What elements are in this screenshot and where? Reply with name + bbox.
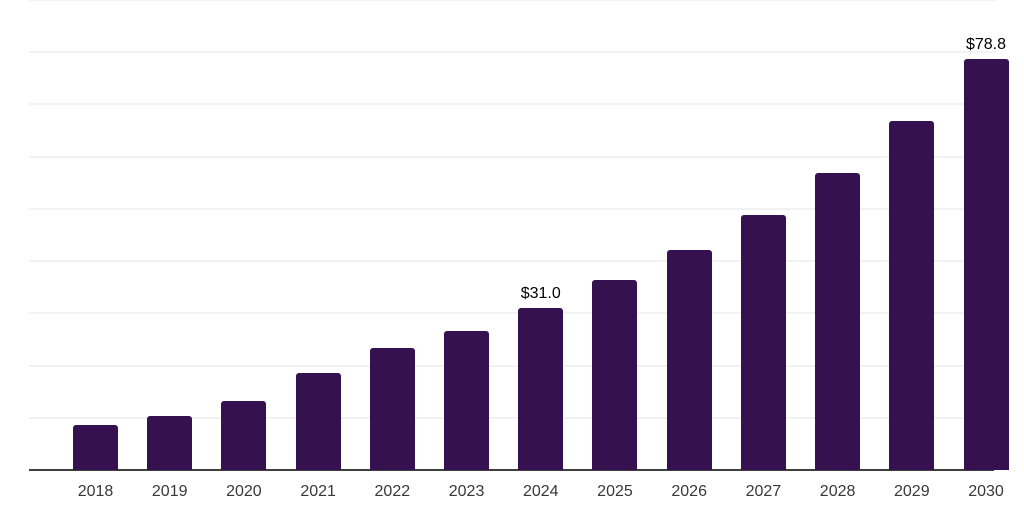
value-label-2030: $78.8 — [965, 35, 1007, 53]
x-tick-2020: 2020 — [226, 483, 262, 500]
gridline — [29, 260, 996, 263]
gridline — [29, 155, 996, 158]
x-tick-2021: 2021 — [300, 483, 336, 500]
bar-2027 — [740, 215, 786, 470]
bar-2024 — [518, 308, 564, 470]
x-tick-2022: 2022 — [374, 483, 411, 500]
bar-2022 — [369, 347, 415, 470]
x-tick-2028: 2028 — [819, 483, 856, 500]
bar-2019 — [147, 416, 193, 470]
x-tick-2027: 2027 — [745, 483, 782, 500]
x-axis-line — [29, 469, 994, 471]
bar-2029 — [889, 121, 935, 470]
value-label-2024: $31.0 — [520, 285, 561, 303]
bar-2026 — [666, 250, 712, 470]
gridline — [29, 0, 996, 1]
x-axis-tick-labels: 2018 2019 2020 2021 2022 2023 2024 2025 2026 2027… — [29, 482, 1004, 504]
x-tick-2024: 2024 — [522, 483, 559, 500]
gridline — [29, 416, 996, 419]
plot-area: $31.0 $78.8 — [29, 0, 1009, 471]
gridline — [29, 51, 996, 54]
x-tick-2018: 2018 — [77, 483, 114, 500]
x-tick-2019: 2019 — [151, 483, 188, 500]
bar-2018 — [73, 425, 118, 470]
bar-2028 — [815, 172, 861, 470]
x-tick-2023: 2023 — [448, 483, 485, 500]
gridline — [29, 364, 996, 367]
bar-2020 — [221, 401, 267, 470]
bar-2023 — [444, 331, 490, 470]
gridline — [29, 103, 996, 106]
x-tick-2029: 2029 — [894, 483, 930, 500]
x-tick-2025: 2025 — [597, 483, 633, 500]
gridline — [29, 312, 996, 315]
x-tick-2026: 2026 — [671, 483, 707, 500]
bar-2030 — [963, 58, 1009, 470]
bar-2025 — [592, 280, 638, 470]
x-tick-2030: 2030 — [968, 483, 1004, 500]
gridline — [29, 207, 996, 210]
bar-2021 — [295, 372, 341, 470]
